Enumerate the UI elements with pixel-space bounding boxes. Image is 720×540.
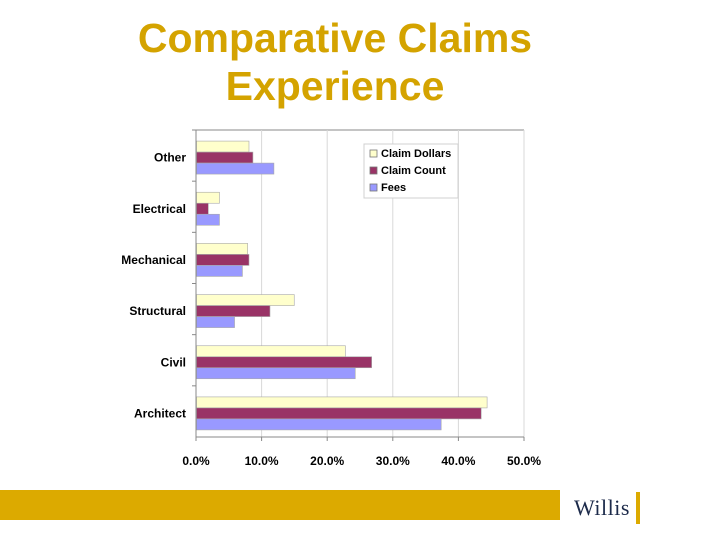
slide-title: Comparative Claims Experience <box>60 14 610 110</box>
chart-legend: Claim Dollars Claim Count Fees <box>363 143 459 199</box>
bar-claim-count-other <box>196 151 254 164</box>
category-label: Structural <box>129 304 186 318</box>
bar-claim-count-electrical <box>196 202 209 215</box>
bar-claim-count-architect <box>196 407 482 420</box>
axis-labels: 0.0% 10.0% 20.0% 30.0% 40.0% 50.0% Other Electr… <box>121 151 541 468</box>
bar-fees-architect <box>196 418 442 431</box>
category-label: Architect <box>134 406 186 420</box>
legend-label: Claim Count <box>381 165 446 177</box>
legend-label: Fees <box>381 182 406 194</box>
legend-swatch <box>369 149 378 158</box>
logo-mark <box>635 492 640 524</box>
bar-claim-dollars-architect <box>196 396 488 409</box>
category-label: Other <box>154 151 186 165</box>
legend-box <box>363 143 459 199</box>
x-tick-label: 30.0% <box>376 454 410 468</box>
bar-fees-electrical <box>196 213 220 226</box>
axes <box>192 129 525 441</box>
x-tick-label: 50.0% <box>507 454 541 468</box>
willis-logo: Willis <box>574 492 640 524</box>
footer-bar <box>0 490 560 520</box>
x-tick-label: 40.0% <box>441 454 475 468</box>
bar-claim-dollars-mechanical <box>196 243 248 255</box>
legend-swatch <box>369 166 378 175</box>
bar-claim-count-civil <box>196 356 372 369</box>
bar-fees-structural <box>196 316 235 328</box>
bars <box>196 140 488 431</box>
legend-label: Claim Dollars <box>381 148 451 160</box>
bar-fees-civil <box>196 367 356 380</box>
bar-claim-dollars-civil <box>196 345 346 358</box>
bar-claim-dollars-other <box>196 140 250 153</box>
category-label: Mechanical <box>121 253 186 267</box>
x-tick-label: 0.0% <box>182 454 210 468</box>
logo-text: Willis <box>574 495 630 520</box>
title-line-1: Comparative Claims <box>137 15 533 61</box>
bar-chart: 0.0% 10.0% 20.0% 30.0% 40.0% 50.0% Other Electr… <box>121 129 541 468</box>
bar-fees-mechanical <box>196 265 243 277</box>
category-label: Electrical <box>133 202 186 216</box>
title-line-2: Experience <box>225 63 445 109</box>
bar-claim-count-mechanical <box>196 254 250 266</box>
bar-claim-count-structural <box>196 305 271 317</box>
x-tick-label: 20.0% <box>310 454 344 468</box>
bar-fees-other <box>196 162 275 175</box>
legend-swatch <box>369 183 378 192</box>
bar-claim-dollars-electrical <box>196 191 220 204</box>
bar-claim-dollars-structural <box>196 294 295 306</box>
category-label: Civil <box>161 355 186 369</box>
gridlines <box>196 129 525 437</box>
x-tick-label: 10.0% <box>245 454 279 468</box>
